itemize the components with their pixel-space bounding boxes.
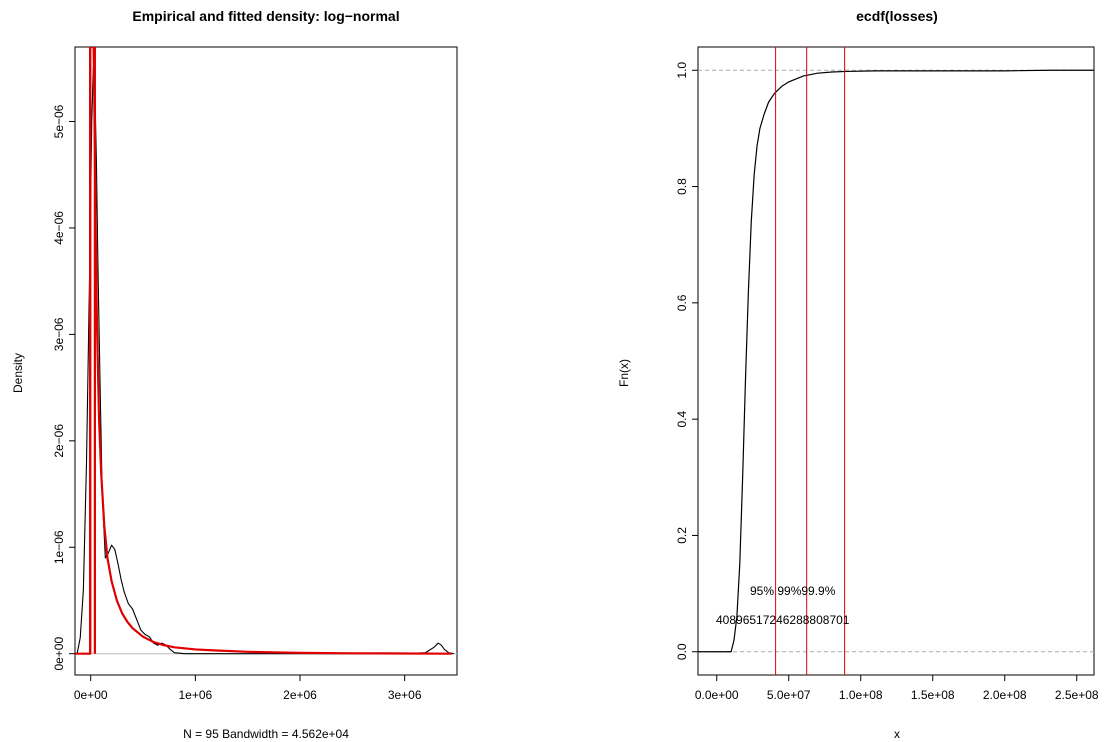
ecdf-plot-area xyxy=(698,47,1094,675)
ecdf-x-axis: 0.0e+00 5.0e+07 1.0e+08 1.5e+08 2.0e+08 2.5e+… xyxy=(695,675,1099,702)
ecdf-ylabel: Fn(x) xyxy=(617,359,631,387)
ecdf-x-tick-label-1: 5.0e+07 xyxy=(767,688,811,702)
fitted-lognormal-curve xyxy=(75,47,452,655)
density-x-tick-label-1: 1e+06 xyxy=(179,688,213,702)
ecdf-y-tick-label-1: 0.2 xyxy=(675,527,689,544)
ecdf-plot-frame xyxy=(697,46,1095,676)
density-x-axis: 0e+00 1e+06 2e+06 3e+06 xyxy=(74,675,422,702)
density-y-tick-label-0: 0e+00 xyxy=(52,637,66,671)
density-y-tick-label-3: 3e−06 xyxy=(52,317,66,351)
ecdf-y-tick-label-0: 0.0 xyxy=(675,643,689,660)
density-y-tick-label-1: 1e−06 xyxy=(52,530,66,564)
ecdf-step-curve xyxy=(698,69,1094,653)
ecdf-panel: ecdf(losses) x Fn(x) 0.0e+00 5.0e+07 1.0e+… xyxy=(617,8,1099,741)
ecdf-title: ecdf(losses) xyxy=(856,8,938,24)
density-y-tick-label-2: 2e−06 xyxy=(52,424,66,458)
ecdf-y-tick-label-4: 0.8 xyxy=(675,178,689,195)
density-series-group xyxy=(75,47,457,655)
ecdf-x-tick-label-5: 2.5e+08 xyxy=(1055,688,1099,702)
ecdf-y-tick-label-5: 1.0 xyxy=(675,62,689,79)
density-plot-frame xyxy=(74,46,458,676)
density-title: Empirical and fitted density: log−normal xyxy=(132,8,399,24)
ecdf-y-tick-label-3: 0.6 xyxy=(675,294,689,311)
ecdf-x-tick-label-0: 0.0e+00 xyxy=(695,688,739,702)
quantile-percent-labels: 95% 99%99.9% xyxy=(750,584,836,598)
density-x-tick-label-0: 0e+00 xyxy=(74,688,108,702)
density-x-tick-label-3: 3e+06 xyxy=(388,688,422,702)
ecdf-x-tick-label-3: 1.5e+08 xyxy=(911,688,955,702)
ecdf-y-tick-label-2: 0.4 xyxy=(675,410,689,427)
density-y-tick-label-4: 4e−06 xyxy=(52,211,66,245)
empirical-density-curve xyxy=(76,67,454,655)
quantile-value-labels: 40896517246288808701 xyxy=(716,613,850,627)
density-plot-area xyxy=(75,47,457,655)
density-xlabel: N = 95 Bandwidth = 4.562e+04 xyxy=(183,727,349,741)
ecdf-xlabel: x xyxy=(894,727,900,741)
ecdf-x-tick-label-4: 2.0e+08 xyxy=(983,688,1027,702)
density-ylabel: Density xyxy=(11,353,25,393)
density-y-axis: 0e+00 1e−06 2e−06 3e−06 4e−06 5e−06 xyxy=(52,104,75,671)
density-x-tick-label-2: 2e+06 xyxy=(283,688,317,702)
density-panel: Empirical and fitted density: log−normal… xyxy=(11,8,458,741)
ecdf-x-tick-label-2: 1.0e+08 xyxy=(839,688,883,702)
density-y-tick-label-5: 5e−06 xyxy=(52,104,66,138)
ecdf-y-axis: 0.0 0.2 0.4 0.6 0.8 1.0 xyxy=(675,62,698,660)
